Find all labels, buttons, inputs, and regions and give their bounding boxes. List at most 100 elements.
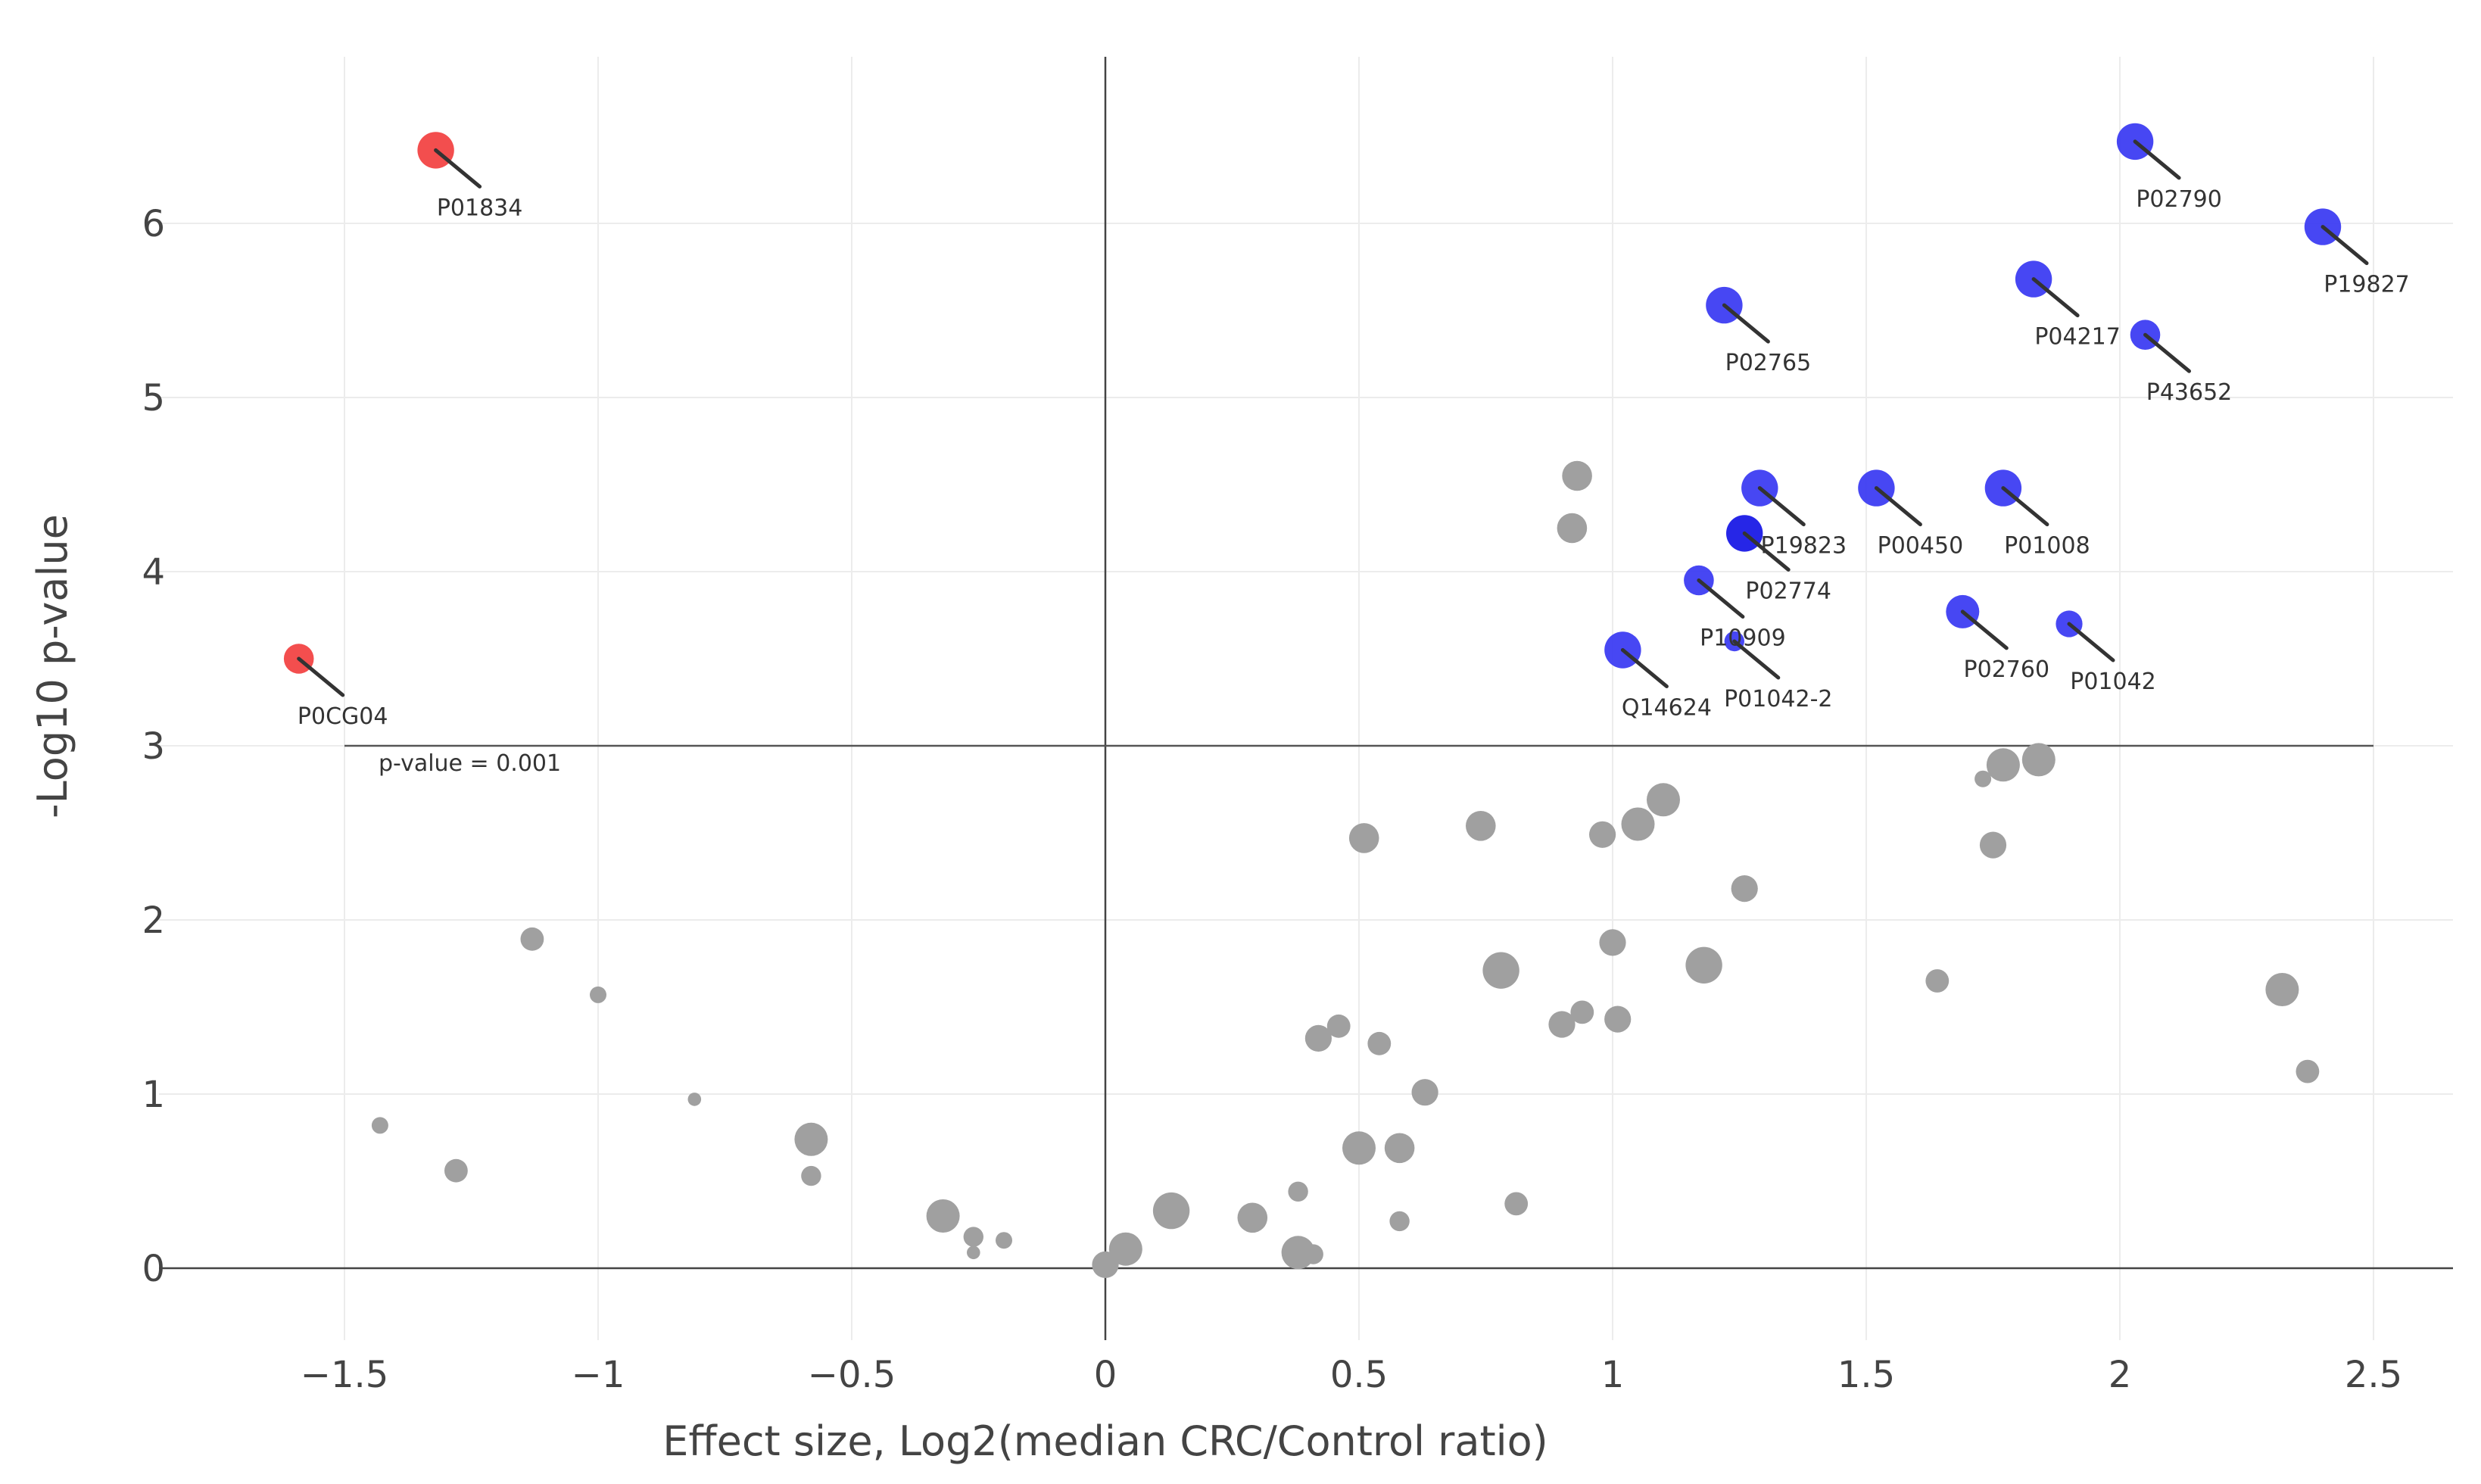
- y-tick-label: 4: [142, 551, 165, 594]
- data-point-ns[interactable]: [1304, 1024, 1332, 1052]
- data-point-ns[interactable]: [444, 1158, 468, 1183]
- data-point-ns[interactable]: [996, 1232, 1012, 1249]
- data-point-ns[interactable]: [1389, 1211, 1410, 1232]
- data-point-ns[interactable]: [2265, 973, 2299, 1006]
- data-point-ns[interactable]: [1482, 952, 1519, 989]
- data-point-ns[interactable]: [1152, 1192, 1190, 1230]
- data-point-ns[interactable]: [926, 1199, 960, 1233]
- data-points: [283, 123, 2342, 1278]
- point-annotation-label: P00450: [1878, 533, 1964, 560]
- point-annotation-label: P01042-2: [1724, 686, 1832, 712]
- data-point-ns[interactable]: [1925, 969, 1950, 993]
- data-point-ns[interactable]: [1975, 770, 1992, 787]
- data-point-ns[interactable]: [1986, 748, 2020, 782]
- point-annotation-label: P43652: [2146, 379, 2233, 406]
- data-point-ns[interactable]: [1367, 1031, 1392, 1055]
- data-point-ns[interactable]: [1589, 821, 1616, 848]
- data-point-ns[interactable]: [1384, 1133, 1415, 1164]
- data-point-ns[interactable]: [1326, 1014, 1351, 1038]
- annotation-leader: [1874, 486, 1922, 527]
- y-tick-label: 1: [142, 1074, 165, 1116]
- y-tick-label: 2: [142, 899, 165, 942]
- x-tick-label: 1.5: [1837, 1354, 1895, 1396]
- grid-layer: [159, 57, 2453, 1340]
- annotation-leader: [2143, 332, 2191, 373]
- annotation-leader: [2001, 486, 2049, 527]
- data-point-ns[interactable]: [1557, 513, 1588, 544]
- annotation-leader: [2320, 225, 2369, 266]
- data-point-ns[interactable]: [1604, 1005, 1632, 1033]
- point-annotation-label: P04217: [2034, 324, 2121, 351]
- annotation-leader: [2067, 622, 2115, 662]
- annotation-leader: [1757, 486, 1806, 527]
- x-tick-label: −1: [572, 1354, 625, 1396]
- data-point-ns[interactable]: [520, 927, 544, 951]
- data-point-ns[interactable]: [1548, 1011, 1576, 1038]
- point-annotation-label: P19823: [1761, 533, 1847, 560]
- annotation-leader: [434, 148, 482, 189]
- y-tick-label: 5: [142, 377, 165, 419]
- data-point-ns[interactable]: [1570, 1000, 1594, 1024]
- data-point-ns[interactable]: [371, 1117, 388, 1134]
- annotation-leader: [1742, 531, 1791, 572]
- point-annotation-label: Q14624: [1622, 695, 1712, 722]
- data-point-ns[interactable]: [1342, 1131, 1376, 1165]
- data-point-ns[interactable]: [1979, 831, 2007, 859]
- data-point-ns[interactable]: [1348, 823, 1379, 853]
- data-point-ns[interactable]: [1621, 807, 1655, 841]
- point-annotation-label: P02774: [1745, 578, 1831, 604]
- data-point-ns[interactable]: [1504, 1192, 1529, 1216]
- data-point-ns[interactable]: [1466, 811, 1496, 841]
- data-point-ns[interactable]: [2296, 1059, 2320, 1083]
- annotation-leader: [1722, 303, 1770, 344]
- annotation-leader: [1697, 578, 1745, 619]
- data-point-ns[interactable]: [1303, 1244, 1323, 1264]
- data-point-ns[interactable]: [1731, 875, 1758, 903]
- data-point-ns[interactable]: [1108, 1232, 1142, 1266]
- annotation-leader: [2031, 277, 2080, 318]
- point-annotations: P01834 P0CG04 P02790 P19827 P02765 P04217 P436…: [297, 139, 2410, 730]
- y-tick-label: 3: [142, 725, 165, 768]
- point-annotation-label: P01834: [437, 195, 523, 221]
- data-point-ns[interactable]: [1411, 1079, 1438, 1106]
- data-point-ns[interactable]: [1562, 460, 1592, 491]
- x-tick-label: −1.5: [301, 1354, 389, 1396]
- data-point-ns[interactable]: [2021, 743, 2056, 777]
- tick-labels: −1.5 −1 −0.5 0 0.5 1 1.5 2 2.5 0 1 2 3 4 5 6: [142, 203, 2402, 1396]
- data-point-ns[interactable]: [1599, 929, 1626, 956]
- point-annotation-label: P02765: [1725, 350, 1812, 376]
- y-tick-label: 0: [142, 1248, 165, 1290]
- x-tick-label: 0: [1094, 1354, 1117, 1396]
- data-point-ns[interactable]: [963, 1227, 984, 1247]
- annotation-leader: [1960, 610, 2009, 650]
- x-tick-label: 1: [1601, 1354, 1625, 1396]
- point-annotation-label: P02760: [1964, 656, 2050, 683]
- data-point-ns[interactable]: [1092, 1251, 1119, 1278]
- data-point-ns[interactable]: [687, 1093, 702, 1106]
- annotation-leader: [297, 656, 345, 697]
- data-point-ns[interactable]: [1685, 946, 1722, 984]
- data-point-ns[interactable]: [794, 1122, 828, 1156]
- threshold-label: p-value = 0.001: [379, 750, 561, 777]
- data-point-ns[interactable]: [1288, 1181, 1308, 1202]
- point-annotation-label: P02790: [2136, 186, 2222, 213]
- data-point-ns[interactable]: [801, 1165, 821, 1186]
- x-tick-label: 0.5: [1330, 1354, 1388, 1396]
- x-tick-label: 2.5: [2345, 1354, 2402, 1396]
- annotation-leader: [2133, 139, 2181, 180]
- x-tick-label: −0.5: [808, 1354, 896, 1396]
- point-annotation-label: P01042: [2070, 669, 2156, 695]
- x-tick-label: 2: [2109, 1354, 2132, 1396]
- point-annotation-label: P19827: [2324, 272, 2410, 298]
- data-point-ns[interactable]: [1647, 783, 1680, 817]
- data-point-ns[interactable]: [967, 1246, 980, 1260]
- reference-lines: [159, 57, 2453, 1340]
- y-tick-label: 6: [142, 203, 165, 245]
- annotation-leader: [1732, 639, 1781, 680]
- point-annotation-label: P0CG04: [298, 703, 388, 730]
- data-point-ns[interactable]: [1237, 1202, 1268, 1233]
- y-axis-title: -Log10 p-value: [29, 514, 76, 818]
- x-axis-title: Effect size, Log2(median CRC/Control rat…: [662, 1417, 1548, 1465]
- data-point-ns[interactable]: [590, 986, 606, 1003]
